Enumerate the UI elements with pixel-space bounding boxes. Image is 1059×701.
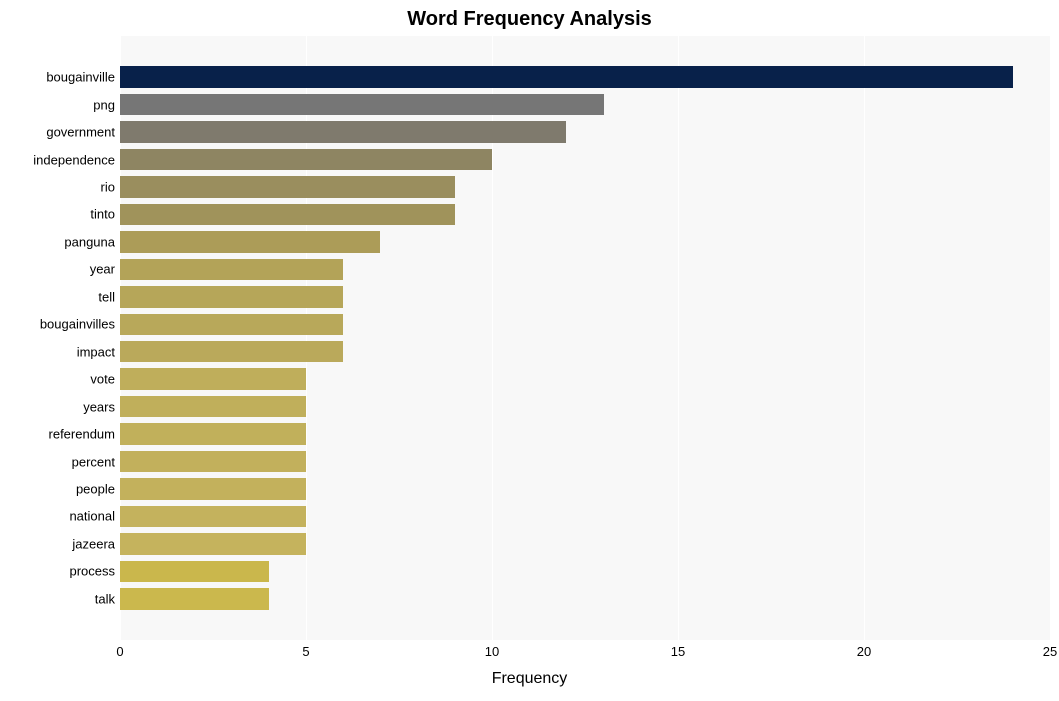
y-tick-label: rio — [101, 180, 115, 195]
bar — [120, 259, 343, 280]
y-tick-label: years — [83, 399, 115, 414]
x-tick-label: 25 — [1043, 644, 1057, 659]
gridline — [1050, 36, 1051, 640]
bar — [120, 368, 306, 389]
y-tick-label: png — [93, 97, 115, 112]
bar — [120, 478, 306, 499]
chart-container: Word Frequency Analysis Frequency bougai… — [0, 0, 1059, 701]
y-tick-label: tinto — [90, 207, 115, 222]
bar — [120, 533, 306, 554]
bar — [120, 121, 566, 142]
bar — [120, 176, 455, 197]
x-axis-label: Frequency — [0, 670, 1059, 688]
bar — [120, 341, 343, 362]
bar — [120, 423, 306, 444]
plot-area — [120, 36, 1050, 640]
x-tick-label: 20 — [857, 644, 871, 659]
x-tick-label: 5 — [302, 644, 309, 659]
x-tick-label: 0 — [116, 644, 123, 659]
x-tick-label: 15 — [671, 644, 685, 659]
bar — [120, 506, 306, 527]
y-tick-label: percent — [72, 454, 115, 469]
x-tick-label: 10 — [485, 644, 499, 659]
y-tick-label: tell — [98, 289, 115, 304]
y-tick-label: vote — [90, 372, 115, 387]
y-tick-label: jazeera — [72, 536, 115, 551]
bar — [120, 149, 492, 170]
gridline — [678, 36, 679, 640]
bar — [120, 231, 380, 252]
bar — [120, 204, 455, 225]
gridline — [864, 36, 865, 640]
bar — [120, 588, 269, 609]
y-tick-label: bougainvilles — [40, 317, 115, 332]
y-tick-label: talk — [95, 591, 115, 606]
bar — [120, 451, 306, 472]
y-tick-label: impact — [77, 344, 115, 359]
bar — [120, 561, 269, 582]
bar — [120, 314, 343, 335]
y-tick-label: independence — [33, 152, 115, 167]
y-tick-label: panguna — [64, 234, 115, 249]
bar — [120, 396, 306, 417]
y-tick-label: bougainville — [46, 70, 115, 85]
y-tick-label: government — [46, 125, 115, 140]
y-tick-label: people — [76, 482, 115, 497]
y-tick-label: year — [90, 262, 115, 277]
bar — [120, 66, 1013, 87]
chart-title: Word Frequency Analysis — [0, 8, 1059, 31]
y-tick-label: national — [69, 509, 115, 524]
bar — [120, 94, 604, 115]
bar — [120, 286, 343, 307]
y-tick-label: process — [69, 564, 115, 579]
y-tick-label: referendum — [49, 427, 115, 442]
